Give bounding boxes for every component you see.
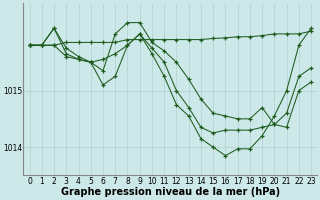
X-axis label: Graphe pression niveau de la mer (hPa): Graphe pression niveau de la mer (hPa) <box>61 187 280 197</box>
